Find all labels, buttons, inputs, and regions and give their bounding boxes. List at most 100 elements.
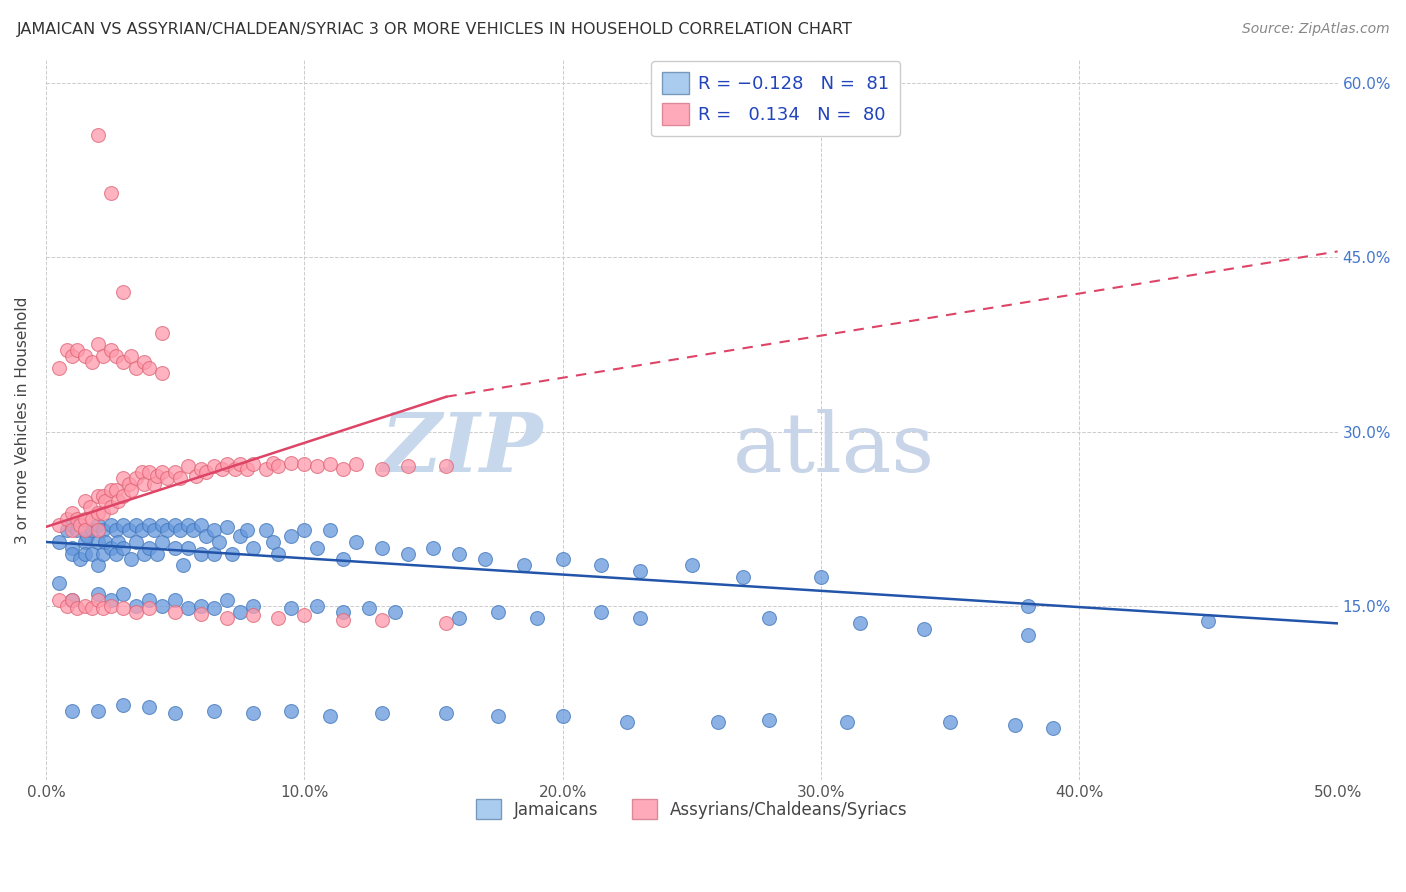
- Point: [91, 601, 114, 615]
- Point: [396, 547, 419, 561]
- Point: [150, 517, 173, 532]
- Point: [60, 704, 83, 718]
- Point: [848, 616, 870, 631]
- Point: [181, 524, 204, 538]
- Point: [758, 610, 780, 624]
- Point: [48, 575, 70, 590]
- Point: [332, 552, 354, 566]
- Point: [146, 468, 169, 483]
- Point: [202, 524, 225, 538]
- Point: [202, 547, 225, 561]
- Point: [76, 529, 98, 543]
- Point: [486, 709, 509, 723]
- Point: [73, 349, 96, 363]
- Point: [169, 471, 191, 485]
- Point: [100, 593, 122, 607]
- Point: [165, 541, 187, 555]
- Point: [112, 471, 135, 485]
- Point: [307, 599, 329, 613]
- Point: [184, 468, 207, 483]
- Point: [94, 494, 117, 508]
- Point: [73, 599, 96, 613]
- Point: [73, 512, 96, 526]
- Point: [939, 715, 962, 730]
- Point: [73, 494, 96, 508]
- Point: [125, 517, 148, 532]
- Point: [202, 601, 225, 615]
- Point: [396, 459, 419, 474]
- Point: [86, 704, 108, 718]
- Point: [292, 457, 315, 471]
- Point: [449, 610, 471, 624]
- Point: [55, 524, 77, 538]
- Point: [86, 535, 108, 549]
- Point: [190, 462, 212, 476]
- Point: [706, 715, 728, 730]
- Point: [91, 524, 114, 538]
- Point: [150, 599, 173, 613]
- Point: [82, 547, 104, 561]
- Point: [48, 593, 70, 607]
- Point: [242, 457, 264, 471]
- Point: [143, 524, 166, 538]
- Point: [60, 547, 83, 561]
- Point: [82, 601, 104, 615]
- Point: [104, 547, 127, 561]
- Point: [195, 529, 218, 543]
- Point: [91, 506, 114, 520]
- Point: [165, 593, 187, 607]
- Point: [86, 558, 108, 573]
- Text: Source: ZipAtlas.com: Source: ZipAtlas.com: [1241, 22, 1389, 37]
- Point: [125, 535, 148, 549]
- Point: [254, 462, 277, 476]
- Point: [280, 704, 302, 718]
- Point: [150, 535, 173, 549]
- Point: [66, 512, 89, 526]
- Point: [292, 608, 315, 623]
- Point: [131, 465, 153, 479]
- Point: [66, 343, 89, 358]
- Point: [616, 715, 638, 730]
- Point: [86, 506, 108, 520]
- Point: [104, 349, 127, 363]
- Point: [835, 715, 858, 730]
- Point: [221, 547, 243, 561]
- Point: [628, 610, 651, 624]
- Point: [73, 524, 96, 538]
- Point: [107, 535, 129, 549]
- Point: [73, 524, 96, 538]
- Point: [526, 610, 548, 624]
- Point: [112, 698, 135, 712]
- Point: [55, 599, 77, 613]
- Point: [292, 524, 315, 538]
- Point: [267, 610, 290, 624]
- Point: [224, 462, 246, 476]
- Point: [371, 462, 394, 476]
- Point: [112, 587, 135, 601]
- Point: [591, 605, 613, 619]
- Point: [86, 524, 108, 538]
- Point: [434, 616, 457, 631]
- Point: [100, 500, 122, 515]
- Point: [86, 587, 108, 601]
- Text: ZIP: ZIP: [381, 409, 543, 489]
- Point: [262, 535, 284, 549]
- Point: [69, 552, 91, 566]
- Point: [117, 476, 139, 491]
- Point: [591, 558, 613, 573]
- Point: [384, 605, 406, 619]
- Point: [242, 608, 264, 623]
- Point: [344, 535, 367, 549]
- Point: [48, 535, 70, 549]
- Point: [100, 599, 122, 613]
- Point: [242, 706, 264, 720]
- Point: [79, 500, 101, 515]
- Point: [215, 593, 238, 607]
- Point: [73, 535, 96, 549]
- Point: [134, 355, 156, 369]
- Point: [228, 529, 250, 543]
- Point: [202, 704, 225, 718]
- Point: [73, 547, 96, 561]
- Point: [150, 326, 173, 340]
- Point: [120, 552, 142, 566]
